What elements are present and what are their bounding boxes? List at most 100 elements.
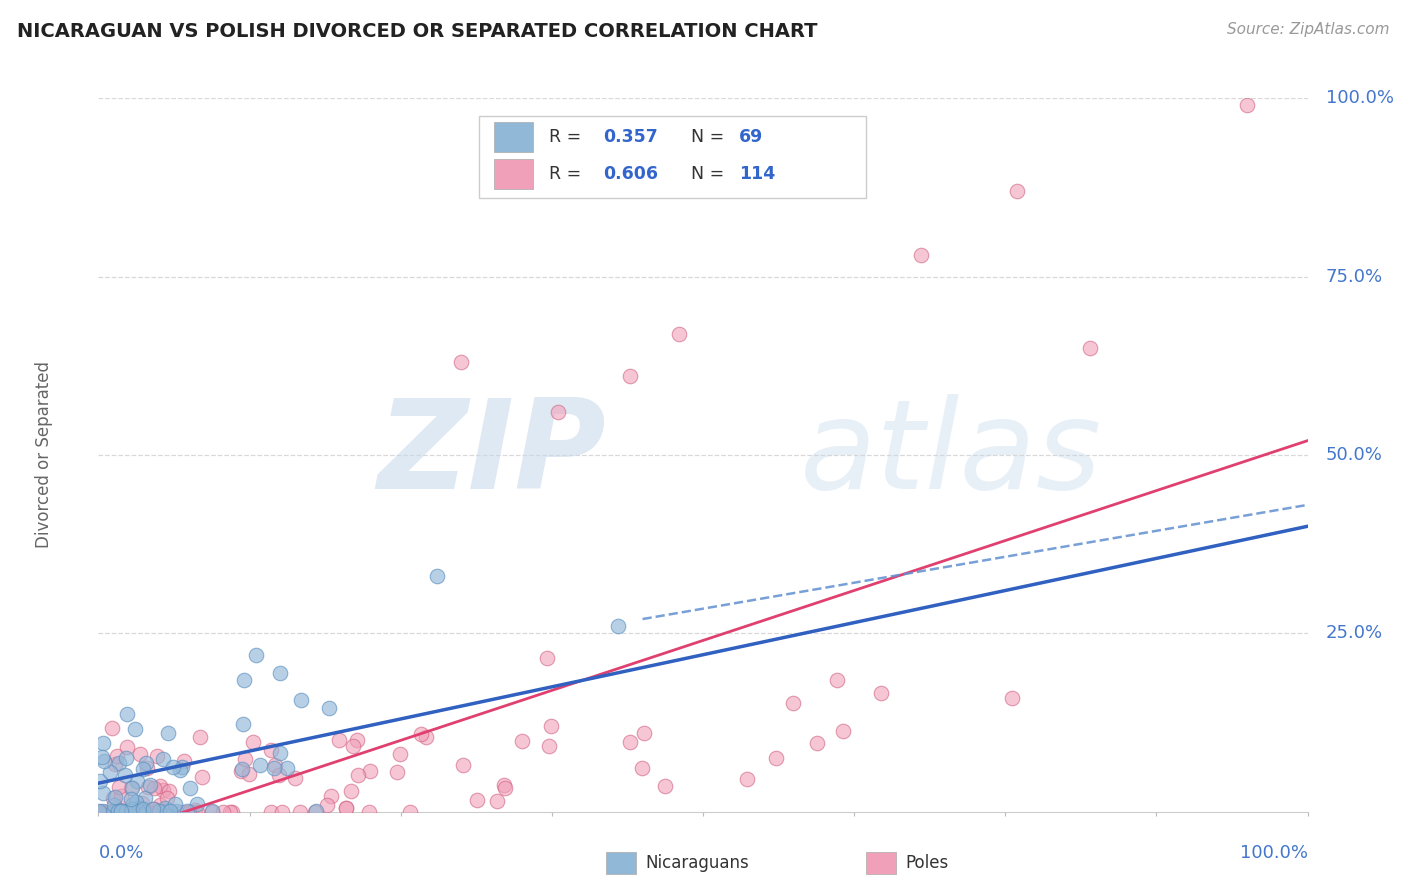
Point bbox=[134, 790, 156, 805]
Point bbox=[238, 767, 260, 781]
Point bbox=[103, 805, 125, 819]
Point bbox=[186, 797, 208, 811]
Point bbox=[537, 739, 560, 753]
Point bbox=[104, 756, 127, 771]
Point bbox=[201, 804, 224, 818]
Point bbox=[229, 764, 252, 778]
Point bbox=[134, 805, 156, 819]
Point bbox=[108, 756, 131, 771]
Point bbox=[157, 805, 180, 819]
Point bbox=[242, 735, 264, 749]
Text: NICARAGUAN VS POLISH DIVORCED OR SEPARATED CORRELATION CHART: NICARAGUAN VS POLISH DIVORCED OR SEPARAT… bbox=[17, 22, 817, 41]
Point bbox=[132, 804, 155, 818]
Point bbox=[212, 805, 235, 819]
Point bbox=[180, 805, 202, 819]
Point bbox=[107, 804, 129, 818]
Text: 25.0%: 25.0% bbox=[1326, 624, 1384, 642]
Text: R =: R = bbox=[550, 166, 588, 184]
Point bbox=[318, 700, 340, 714]
Text: 114: 114 bbox=[740, 166, 776, 184]
Point bbox=[128, 801, 150, 815]
Point bbox=[127, 804, 149, 818]
Point bbox=[103, 798, 125, 813]
Point bbox=[186, 805, 208, 819]
Point bbox=[319, 789, 342, 803]
Point bbox=[191, 770, 214, 784]
Point bbox=[149, 797, 172, 812]
Point bbox=[269, 746, 291, 760]
Point bbox=[342, 739, 364, 754]
Point bbox=[633, 725, 655, 739]
Point bbox=[162, 760, 184, 774]
Point bbox=[104, 805, 127, 819]
Point bbox=[607, 619, 630, 633]
Point bbox=[129, 747, 152, 762]
Text: 0.0%: 0.0% bbox=[98, 844, 143, 862]
Point bbox=[179, 781, 201, 796]
Point bbox=[105, 748, 128, 763]
Point bbox=[136, 761, 159, 775]
Point bbox=[91, 804, 114, 818]
Point bbox=[231, 762, 253, 776]
Point bbox=[328, 733, 350, 747]
Point bbox=[156, 725, 179, 739]
Text: Poles: Poles bbox=[905, 855, 948, 872]
Point bbox=[124, 795, 146, 809]
Text: N =: N = bbox=[690, 166, 730, 184]
Point bbox=[188, 731, 211, 745]
Point bbox=[149, 779, 172, 793]
Point bbox=[335, 801, 357, 815]
Point bbox=[304, 805, 326, 819]
Point bbox=[260, 743, 283, 757]
Point bbox=[260, 805, 283, 819]
Point bbox=[110, 789, 132, 804]
Point bbox=[121, 780, 143, 795]
Point bbox=[117, 740, 139, 755]
Point bbox=[111, 805, 134, 819]
Text: 69: 69 bbox=[740, 128, 763, 146]
Point bbox=[263, 761, 285, 775]
Point bbox=[1078, 341, 1101, 355]
Point bbox=[335, 801, 357, 815]
Point bbox=[142, 802, 165, 816]
Point bbox=[169, 763, 191, 777]
Point bbox=[765, 751, 787, 765]
Point bbox=[110, 804, 132, 818]
Point bbox=[290, 805, 312, 819]
Point bbox=[398, 805, 420, 819]
Point bbox=[536, 650, 558, 665]
Text: 100.0%: 100.0% bbox=[1326, 89, 1393, 107]
Point bbox=[233, 752, 256, 766]
Point bbox=[910, 248, 932, 262]
Point bbox=[120, 792, 142, 806]
Point bbox=[249, 757, 271, 772]
Point bbox=[115, 751, 138, 765]
Point bbox=[359, 805, 381, 819]
Text: Nicaraguans: Nicaraguans bbox=[645, 855, 749, 872]
Point bbox=[110, 804, 132, 818]
Point bbox=[827, 673, 849, 687]
Point bbox=[134, 805, 156, 819]
Point bbox=[870, 686, 893, 700]
Point bbox=[112, 805, 135, 819]
Point bbox=[177, 805, 200, 819]
Point bbox=[117, 804, 139, 818]
Point bbox=[494, 780, 516, 795]
Point bbox=[120, 804, 142, 818]
Point bbox=[101, 804, 124, 818]
Text: 0.357: 0.357 bbox=[603, 128, 658, 146]
Point bbox=[122, 805, 145, 819]
Point bbox=[347, 768, 370, 782]
Point bbox=[121, 802, 143, 816]
Point bbox=[547, 405, 569, 419]
Point bbox=[115, 804, 138, 818]
Point bbox=[510, 733, 533, 747]
Point bbox=[346, 733, 368, 747]
Text: 50.0%: 50.0% bbox=[1326, 446, 1382, 464]
Point bbox=[184, 803, 207, 817]
Point bbox=[415, 730, 437, 744]
Point bbox=[135, 756, 157, 770]
Point bbox=[125, 773, 148, 788]
Point bbox=[1236, 98, 1258, 112]
Point bbox=[359, 764, 381, 778]
